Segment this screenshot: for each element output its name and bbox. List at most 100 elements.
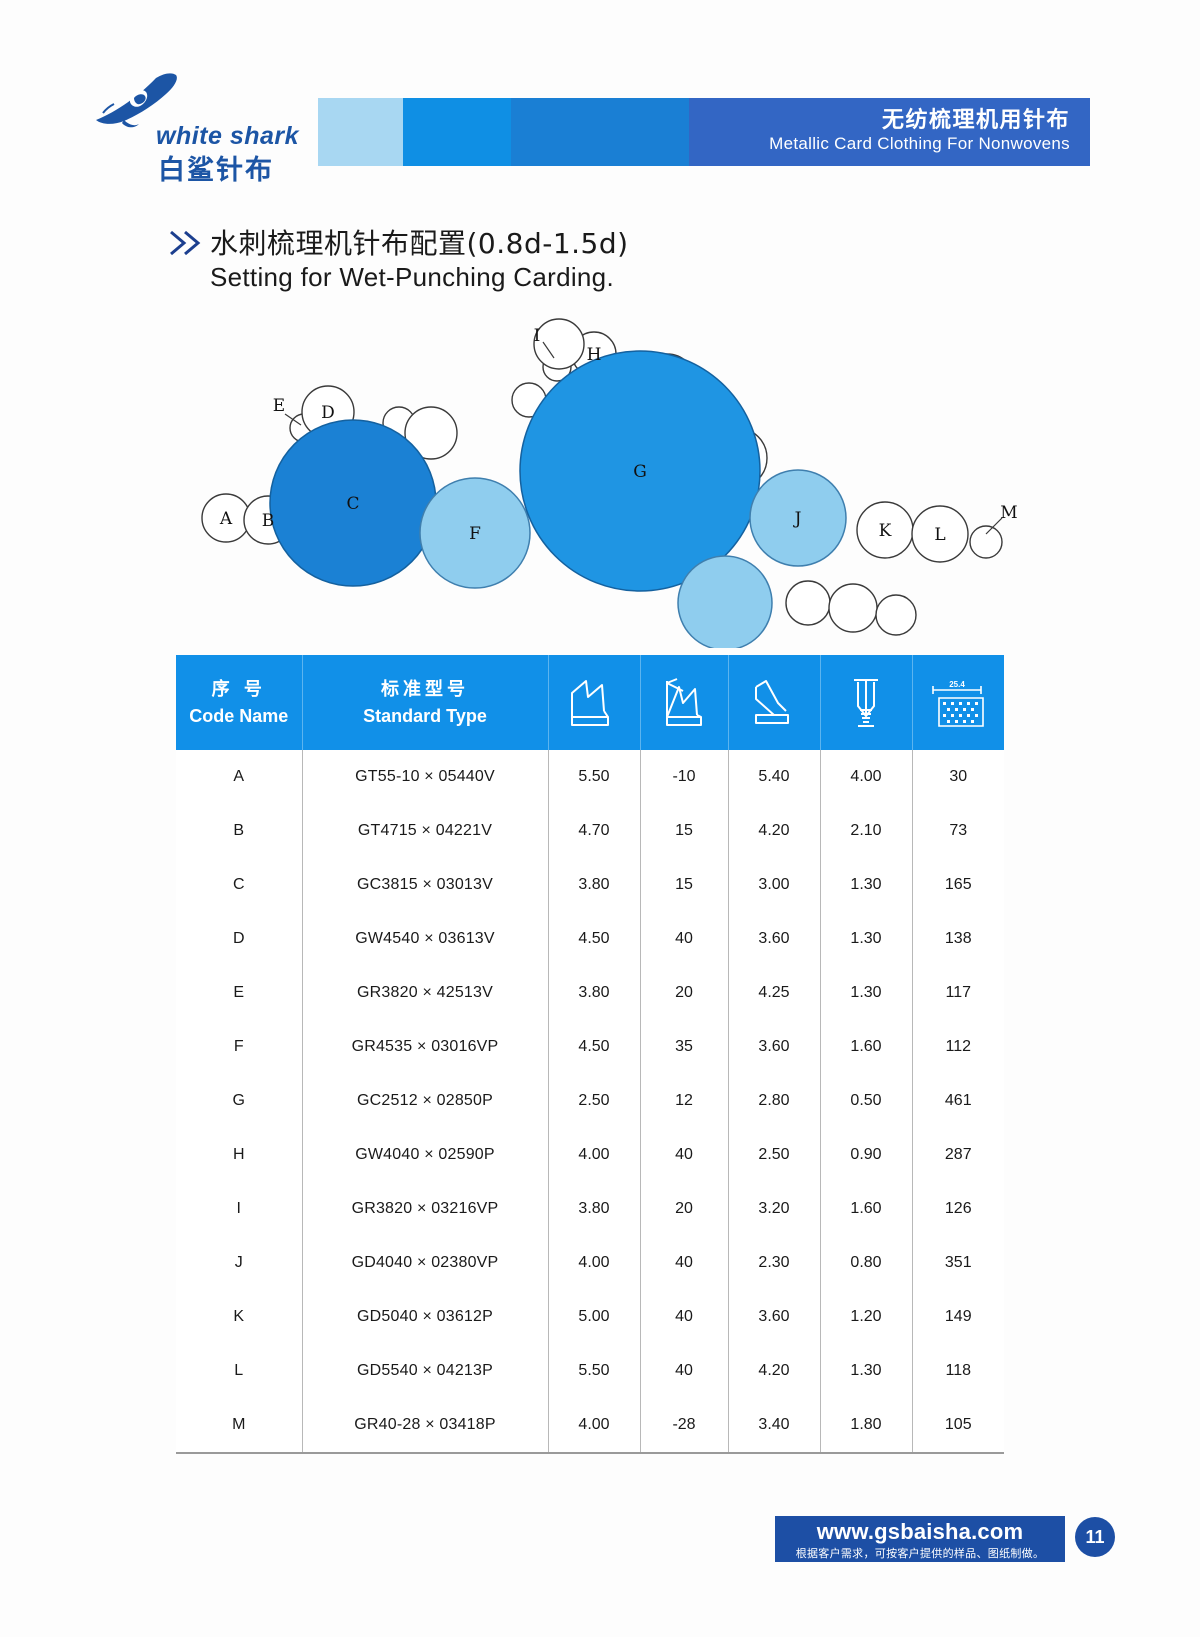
double-chevron-right-icon xyxy=(170,230,201,256)
cell-rib-thickness: 1.80 xyxy=(820,1398,913,1452)
cell-tooth-height: 5.50 xyxy=(548,1344,641,1398)
cell-rib-height: 3.60 xyxy=(728,1290,821,1344)
cell-code: L xyxy=(176,1344,303,1398)
header-banner: 无纺梳理机用针布 Metallic Card Clothing For Nonw… xyxy=(318,98,1090,166)
label-j: J xyxy=(793,509,802,529)
cell-rib-thickness: 1.30 xyxy=(820,858,913,912)
banner-title-cn: 无纺梳理机用针布 xyxy=(881,108,1070,133)
cell-point-density: 149 xyxy=(912,1290,1004,1344)
cell-rib-height: 2.50 xyxy=(728,1128,821,1182)
table-row: A GT55-10 × 05440V 5.50 -10 5.40 4.00 30 xyxy=(176,750,1004,804)
banner-band-1 xyxy=(318,98,403,166)
cell-point-density: 165 xyxy=(912,858,1004,912)
roller-m xyxy=(969,525,1003,559)
cell-code: F xyxy=(176,1020,303,1074)
label-e: E xyxy=(273,396,285,416)
cell-rib-thickness: 1.60 xyxy=(820,1182,913,1236)
cell-tooth-angle: 40 xyxy=(640,1344,729,1398)
roller-g xyxy=(519,350,761,592)
table-row: I GR3820 × 03216VP 3.80 20 3.20 1.60 126 xyxy=(176,1182,1004,1236)
brand-name-en: white shark xyxy=(156,122,300,150)
table-row: C GC3815 × 03013V 3.80 15 3.00 1.30 165 xyxy=(176,858,1004,912)
cell-code: B xyxy=(176,804,303,858)
column-header-tooth-angle xyxy=(640,655,729,750)
cell-rib-thickness: 4.00 xyxy=(820,750,913,804)
cell-point-density: 118 xyxy=(912,1344,1004,1398)
cell-rib-height: 3.60 xyxy=(728,912,821,966)
cell-standard-type: GR4535 × 03016VP xyxy=(302,1020,549,1074)
banner-band-3 xyxy=(510,98,689,166)
cell-rib-thickness: 1.30 xyxy=(820,966,913,1020)
label-b: B xyxy=(262,511,275,531)
cell-tooth-height: 2.50 xyxy=(548,1074,641,1128)
cell-rib-thickness: 2.10 xyxy=(820,804,913,858)
label-a: A xyxy=(219,509,233,529)
point-density-icon: 25.4 xyxy=(932,680,985,727)
cell-tooth-angle: 15 xyxy=(640,804,729,858)
label-k: K xyxy=(879,521,892,541)
cell-tooth-angle: 40 xyxy=(640,912,729,966)
cell-rib-thickness: 1.30 xyxy=(820,912,913,966)
column-header-rib-thickness xyxy=(820,655,913,750)
cell-rib-height: 3.60 xyxy=(728,1020,821,1074)
table-row: B GT4715 × 04221V 4.70 15 4.20 2.10 73 xyxy=(176,804,1004,858)
cell-point-density: 30 xyxy=(912,750,1004,804)
cell-point-density: 117 xyxy=(912,966,1004,1020)
cell-code: G xyxy=(176,1074,303,1128)
cell-tooth-angle: 35 xyxy=(640,1020,729,1074)
table-row: K GD5040 × 03612P 5.00 40 3.60 1.20 149 xyxy=(176,1290,1004,1344)
page-number-badge: 11 xyxy=(1075,1517,1115,1557)
cell-rib-height: 2.80 xyxy=(728,1074,821,1128)
cell-code: I xyxy=(176,1182,303,1236)
leader-e xyxy=(284,413,302,426)
brand-name-cn: 白鲨针布 xyxy=(158,155,274,186)
cell-standard-type: GD4040 × 02380VP xyxy=(302,1236,549,1290)
website-url[interactable]: www.gsbaisha.com xyxy=(816,1519,1024,1544)
table-row: H GW4040 × 02590P 4.00 40 2.50 0.90 287 xyxy=(176,1128,1004,1182)
rib-height-icon xyxy=(755,679,789,724)
page-header: white shark 白鲨针布 无纺梳理机用针布 Metallic Card … xyxy=(0,0,1200,200)
rib-thickness-icon xyxy=(854,678,878,727)
cell-code: E xyxy=(176,966,303,1020)
column-header-rib-height xyxy=(728,655,821,750)
cell-code: M xyxy=(176,1398,303,1452)
cell-point-density: 351 xyxy=(912,1236,1004,1290)
column-header-type: 标准型号 Standard Type xyxy=(302,655,549,750)
banner-title-en: Metallic Card Clothing For Nonwovens xyxy=(769,134,1070,153)
cell-rib-thickness: 1.20 xyxy=(820,1290,913,1344)
cell-tooth-height: 3.80 xyxy=(548,1182,641,1236)
cell-code: K xyxy=(176,1290,303,1344)
column-header-code-en: Code Name xyxy=(189,705,289,726)
column-header-code-cn: 序 号 xyxy=(211,678,266,700)
cell-rib-height: 4.20 xyxy=(728,1344,821,1398)
cell-tooth-angle: -10 xyxy=(640,750,729,804)
cell-code: C xyxy=(176,858,303,912)
cell-rib-thickness: 0.50 xyxy=(820,1074,913,1128)
cell-tooth-angle: 20 xyxy=(640,1182,729,1236)
cell-tooth-angle: 15 xyxy=(640,858,729,912)
cell-standard-type: GD5040 × 03612P xyxy=(302,1290,549,1344)
cell-tooth-height: 5.00 xyxy=(548,1290,641,1344)
cell-standard-type: GR3820 × 42513V xyxy=(302,966,549,1020)
cell-tooth-height: 5.50 xyxy=(548,750,641,804)
cell-tooth-height: 4.00 xyxy=(548,1128,641,1182)
cell-code: H xyxy=(176,1128,303,1182)
cell-rib-thickness: 1.60 xyxy=(820,1020,913,1074)
footer-note: 根据客户需求，可按客户提供的样品、图纸制做。 xyxy=(795,1547,1045,1560)
cell-tooth-height: 3.80 xyxy=(548,858,641,912)
cell-rib-height: 3.20 xyxy=(728,1182,821,1236)
column-header-code: 序 号 Code Name xyxy=(176,655,303,750)
label-l: L xyxy=(934,525,945,545)
cell-standard-type: GW4540 × 03613V xyxy=(302,912,549,966)
section-title-cn: 水刺梳理机针布配置(0.8d-1.5d) xyxy=(210,227,629,260)
brand-logo: white shark 白鲨针布 xyxy=(88,72,303,186)
column-header-tooth-height xyxy=(548,655,641,750)
cell-standard-type: GT4715 × 04221V xyxy=(302,804,549,858)
cell-rib-height: 2.30 xyxy=(728,1236,821,1290)
cell-rib-height: 3.40 xyxy=(728,1398,821,1452)
label-f: F xyxy=(469,524,481,544)
cell-rib-height: 4.25 xyxy=(728,966,821,1020)
tooth-height-icon xyxy=(571,679,609,726)
column-header-point-density: 25.4 xyxy=(912,655,1004,750)
